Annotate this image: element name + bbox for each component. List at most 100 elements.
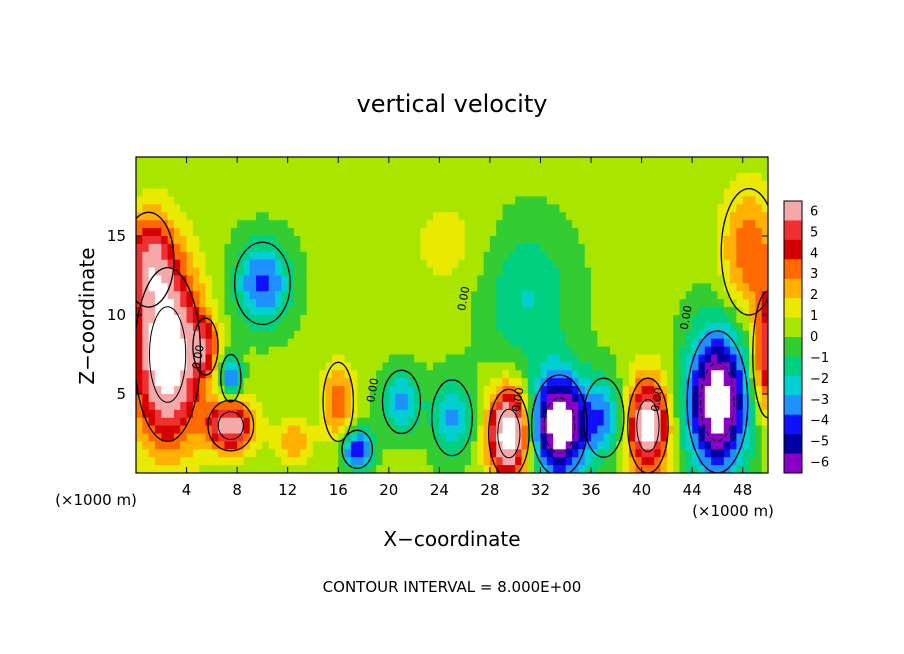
heat-cell — [521, 362, 529, 371]
heat-cell — [603, 370, 611, 379]
heat-cell — [407, 180, 415, 190]
heat-cell — [647, 283, 655, 292]
heat-cell — [180, 378, 188, 387]
heat-cell — [148, 228, 156, 237]
heat-cell — [407, 251, 415, 261]
heat-cell — [243, 409, 251, 419]
heat-cell — [243, 386, 251, 395]
heat-cell — [755, 386, 763, 395]
heat-cell — [256, 346, 263, 356]
heat-cell — [306, 370, 314, 379]
heat-cell — [161, 338, 169, 348]
heat-cell — [603, 204, 611, 213]
heat-cell — [730, 243, 737, 253]
heat-cell — [622, 275, 630, 284]
heat-cell — [275, 212, 282, 221]
heat-cell — [388, 386, 396, 395]
heat-cell — [230, 299, 238, 308]
heat-cell — [565, 354, 573, 363]
heat-cell — [161, 275, 169, 284]
heat-cell — [477, 449, 485, 458]
heat-cell — [527, 228, 535, 237]
heat-cell — [281, 236, 289, 245]
heat-cell — [199, 394, 207, 403]
heat-cell — [692, 362, 700, 371]
heat-cell — [199, 449, 207, 458]
heat-cell — [281, 275, 289, 284]
heat-cell — [698, 157, 706, 166]
heat-cell — [711, 457, 719, 466]
heat-cell — [654, 180, 662, 190]
heat-cell — [610, 338, 617, 348]
heat-cell — [483, 378, 491, 387]
heat-cell — [426, 275, 434, 284]
heat-cell — [508, 322, 516, 332]
heat-cell — [294, 394, 301, 403]
heat-cell — [641, 315, 649, 324]
heat-cell — [325, 220, 333, 229]
heat-cell — [508, 291, 516, 300]
heat-cell — [489, 243, 497, 253]
heat-cell — [161, 457, 169, 466]
heat-cell — [559, 330, 567, 340]
heat-cell — [357, 370, 365, 379]
heat-cell — [287, 267, 295, 277]
heat-cell — [205, 354, 213, 363]
heat-cell — [407, 386, 415, 395]
heat-cell — [603, 362, 611, 371]
heat-cell — [167, 204, 175, 213]
heat-cell — [294, 220, 301, 229]
heat-cell — [711, 243, 719, 253]
heat-cell — [243, 370, 251, 379]
heat-cell — [338, 362, 346, 371]
zero-contour — [136, 211, 175, 308]
heat-cell — [180, 204, 188, 213]
heat-cell — [496, 180, 504, 190]
heat-cell — [376, 228, 384, 237]
heat-cell — [515, 299, 523, 308]
heat-cell — [205, 417, 213, 427]
heat-cell — [388, 283, 396, 292]
heat-cell — [249, 362, 257, 371]
heat-cell — [148, 204, 156, 213]
heat-cell — [294, 322, 301, 332]
heat-cell — [281, 291, 289, 300]
heat-cell — [496, 433, 504, 442]
heat-cell — [199, 291, 207, 300]
heat-cell — [742, 465, 750, 473]
heat-cell — [388, 196, 396, 205]
heat-cell — [376, 267, 384, 277]
heat-cell — [578, 228, 586, 237]
heat-cell — [742, 212, 750, 221]
heat-cell — [211, 441, 219, 450]
heat-cell — [641, 164, 649, 174]
heat-cell — [420, 172, 428, 182]
heat-cell — [281, 465, 289, 473]
heat-cell — [376, 425, 384, 435]
heat-cell — [534, 322, 542, 332]
heat-cell — [439, 236, 447, 245]
heat-cell — [275, 417, 282, 427]
heat-cell — [597, 354, 605, 363]
heat-cell — [344, 346, 352, 356]
heat-cell — [275, 322, 282, 332]
heat-cell — [357, 267, 365, 277]
heat-cell — [218, 220, 226, 229]
heat-cell — [711, 259, 719, 269]
heat-cell — [679, 188, 687, 198]
heat-cell — [148, 251, 156, 261]
heat-cell — [395, 180, 403, 190]
zero-contour — [381, 369, 422, 435]
heat-cell — [401, 157, 409, 166]
heat-cell — [344, 204, 352, 213]
heat-cell — [161, 441, 169, 450]
heat-cell — [433, 465, 440, 473]
heat-cell — [199, 338, 207, 348]
heat-cell — [761, 370, 768, 379]
heat-cell — [565, 259, 573, 269]
heat-cell — [635, 220, 643, 229]
heat-cell — [218, 243, 226, 253]
heat-cell — [470, 236, 478, 245]
heat-cell — [540, 204, 548, 213]
